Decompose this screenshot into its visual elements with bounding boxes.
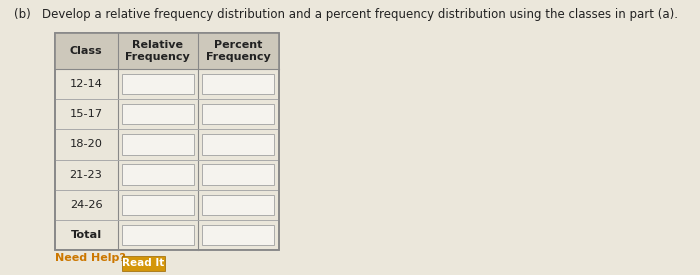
Text: Percent
Frequency: Percent Frequency bbox=[206, 40, 271, 62]
Text: 15-17: 15-17 bbox=[69, 109, 103, 119]
Text: Total: Total bbox=[71, 230, 102, 240]
Text: Read It: Read It bbox=[122, 258, 164, 268]
Text: Need Help?: Need Help? bbox=[55, 253, 125, 263]
Text: Relative
Frequency: Relative Frequency bbox=[125, 40, 190, 62]
Text: 21-23: 21-23 bbox=[70, 170, 102, 180]
Text: 24-26: 24-26 bbox=[70, 200, 102, 210]
Text: 18-20: 18-20 bbox=[69, 139, 103, 149]
Text: Class: Class bbox=[70, 46, 102, 56]
Text: (b)   Develop a relative frequency distribution and a percent frequency distribu: (b) Develop a relative frequency distrib… bbox=[14, 8, 678, 21]
Text: 12-14: 12-14 bbox=[70, 79, 102, 89]
